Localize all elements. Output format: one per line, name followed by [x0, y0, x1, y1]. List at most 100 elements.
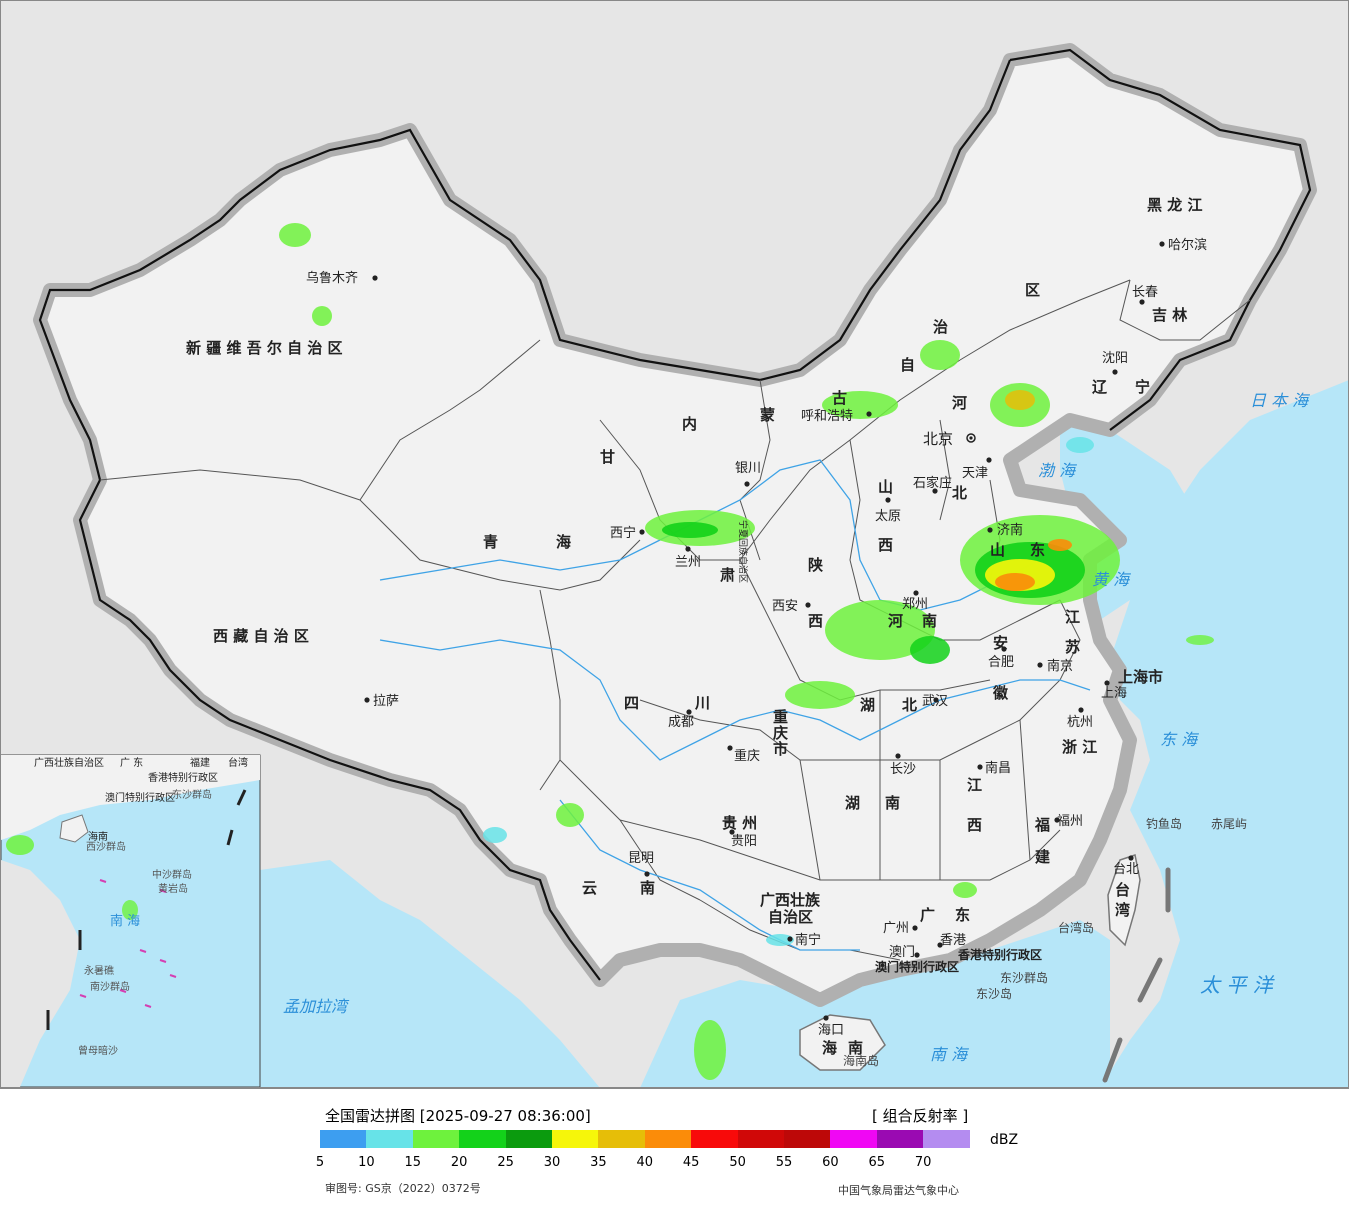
region-gansu-1: 甘: [600, 448, 615, 466]
legend-tick-label: 45: [682, 1155, 700, 1170]
region-taiwan-2: 湾: [1115, 901, 1130, 919]
region-yunnan-1: 云: [582, 879, 597, 897]
region-jiangsu-1: 江: [1065, 608, 1080, 626]
region-taiwan-1: 台: [1115, 881, 1130, 899]
legend-title: 全国雷达拼图 [2025-09-27 08:36:00]: [325, 1107, 591, 1125]
legend-swatch: [644, 1130, 692, 1148]
region-henan-1: 河: [888, 612, 903, 630]
city-shenyang: 沈阳: [1102, 351, 1128, 366]
sea-label-huanghai: 黄 海: [1092, 570, 1131, 589]
rivers: [379, 459, 1091, 951]
city-shanghai: 上海: [1101, 686, 1127, 701]
region-jiangxi-1: 江: [967, 776, 982, 794]
region-hk-sar: 香港特别行政区: [957, 947, 1042, 962]
city-nanning: 南宁: [795, 932, 821, 948]
island-diaoyu: 钓鱼岛: [1146, 816, 1182, 831]
legend-source: 中国气象局雷达气象中心: [838, 1184, 959, 1197]
region-guangdong-2: 东: [955, 906, 970, 924]
city-guangzhou: 广州: [883, 921, 909, 936]
city-chongqing: 重庆: [734, 748, 760, 764]
city-beijing: 北京: [923, 430, 953, 448]
region-hainan-2: 南: [848, 1039, 863, 1057]
legend-swatch: [691, 1130, 738, 1148]
legend-tick-label: 25: [497, 1155, 514, 1170]
legend-swatch: [552, 1130, 599, 1148]
region-jiangxi-2: 西: [967, 816, 982, 834]
region-shandong-1: 山: [990, 541, 1005, 559]
legend-swatch: [366, 1130, 413, 1148]
sea-label-taipingyang: 太 平 洋: [1200, 973, 1275, 997]
city-fuzhou: 福州: [1057, 814, 1083, 829]
legend-swatch: [598, 1130, 645, 1148]
legend-swatch: [830, 1130, 877, 1148]
legend-tick-label: 40: [636, 1155, 654, 1170]
legend-tick-label: 20: [450, 1155, 468, 1170]
region-fujian-2: 建: [1035, 848, 1051, 866]
region-anhui-2: 徽: [992, 684, 1009, 702]
region-shandong-2: 东: [1030, 541, 1045, 559]
region-ningxia: 宁夏回族自治区: [737, 520, 749, 583]
inset-guangdong: 广 东: [120, 756, 143, 769]
region-sichuan-1: 四: [624, 694, 639, 712]
legend-tick-label: 50: [729, 1155, 746, 1170]
city-nanjing: 南京: [1047, 658, 1073, 674]
inset-nanhai: 南 海: [110, 913, 140, 929]
region-qinghai-2: 海: [556, 533, 571, 551]
inset-zengmu: 曾母暗沙: [78, 1044, 118, 1057]
region-liaoning-2: 宁: [1135, 378, 1150, 396]
region-henan-2: 南: [922, 612, 937, 630]
region-jilin: 吉 林: [1152, 306, 1188, 324]
region-chongqing-1: 重: [773, 708, 788, 726]
region-hainan-1: 海: [822, 1039, 837, 1057]
region-hunan-1: 湖: [845, 794, 860, 812]
region-yunnan-2: 南: [640, 879, 655, 897]
inset-fujian: 福建: [190, 756, 210, 769]
sea-south: [640, 920, 1110, 1088]
region-shanxi-1: 山: [878, 478, 893, 496]
city-macau: 澳门: [889, 944, 915, 960]
region-guangxi-2: 自治区: [768, 908, 813, 926]
inset-dongsha: 东沙群岛: [172, 788, 212, 801]
legend-approval-number: 审图号: GS京（2022）0372号: [325, 1182, 481, 1195]
region-shaanxi-2: 西: [808, 612, 823, 630]
region-neimenggu-3: 古: [832, 389, 847, 407]
legend-swatch: [320, 1130, 367, 1148]
inset-xisha: 西沙群岛: [86, 840, 126, 853]
legend-product: [ 组合反射率 ]: [872, 1107, 969, 1125]
legend-swatch: [737, 1130, 784, 1148]
region-jiangsu-2: 苏: [1065, 638, 1080, 656]
legend-swatch: [784, 1130, 831, 1148]
region-fujian-1: 福: [1034, 816, 1050, 834]
sea-label-bohai: 渤 海: [1038, 461, 1077, 480]
city-xining: 西宁: [610, 525, 636, 541]
city-jinan: 济南: [997, 522, 1023, 538]
city-xian: 西安: [772, 599, 798, 614]
region-neimenggu-5: 治: [933, 318, 948, 336]
city-guiyang: 贵阳: [731, 834, 757, 849]
city-zhengzhou: 郑州: [902, 597, 928, 612]
region-shanxi-2: 西: [878, 536, 893, 554]
inset-yongshu: 永暑礁: [84, 964, 114, 977]
legend-tick-label: 5: [315, 1155, 325, 1170]
city-wuhan: 武汉: [922, 694, 948, 709]
island-hainan: 海南岛: [843, 1053, 879, 1068]
city-huhehaote: 呼和浩特: [801, 409, 853, 424]
region-macau-sar: 澳门特别行政区: [875, 959, 959, 974]
city-hangzhou: 杭州: [1067, 715, 1093, 730]
city-yinchuan: 银川: [735, 461, 761, 476]
city-chengdu: 成都: [668, 715, 694, 730]
legend-swatch: [459, 1130, 506, 1148]
region-liaoning-1: 辽: [1092, 378, 1107, 396]
hainan-island: [799, 1014, 886, 1071]
radar-echoes: [279, 223, 1214, 1080]
region-guangdong-1: 广: [920, 906, 935, 924]
region-shaanxi-1: 陕: [808, 556, 823, 574]
city-kunming: 昆明: [628, 851, 654, 866]
island-chiwei: 赤尾屿: [1211, 817, 1247, 831]
region-qinghai-1: 青: [483, 533, 498, 551]
city-tianjin: 天津: [962, 466, 988, 481]
city-lanzhou: 兰州: [675, 555, 701, 570]
region-gansu-2: 肃: [720, 566, 735, 584]
sea-label-ribenhai: 日 本 海: [1250, 391, 1310, 410]
region-zhejiang: 浙 江: [1062, 738, 1097, 756]
